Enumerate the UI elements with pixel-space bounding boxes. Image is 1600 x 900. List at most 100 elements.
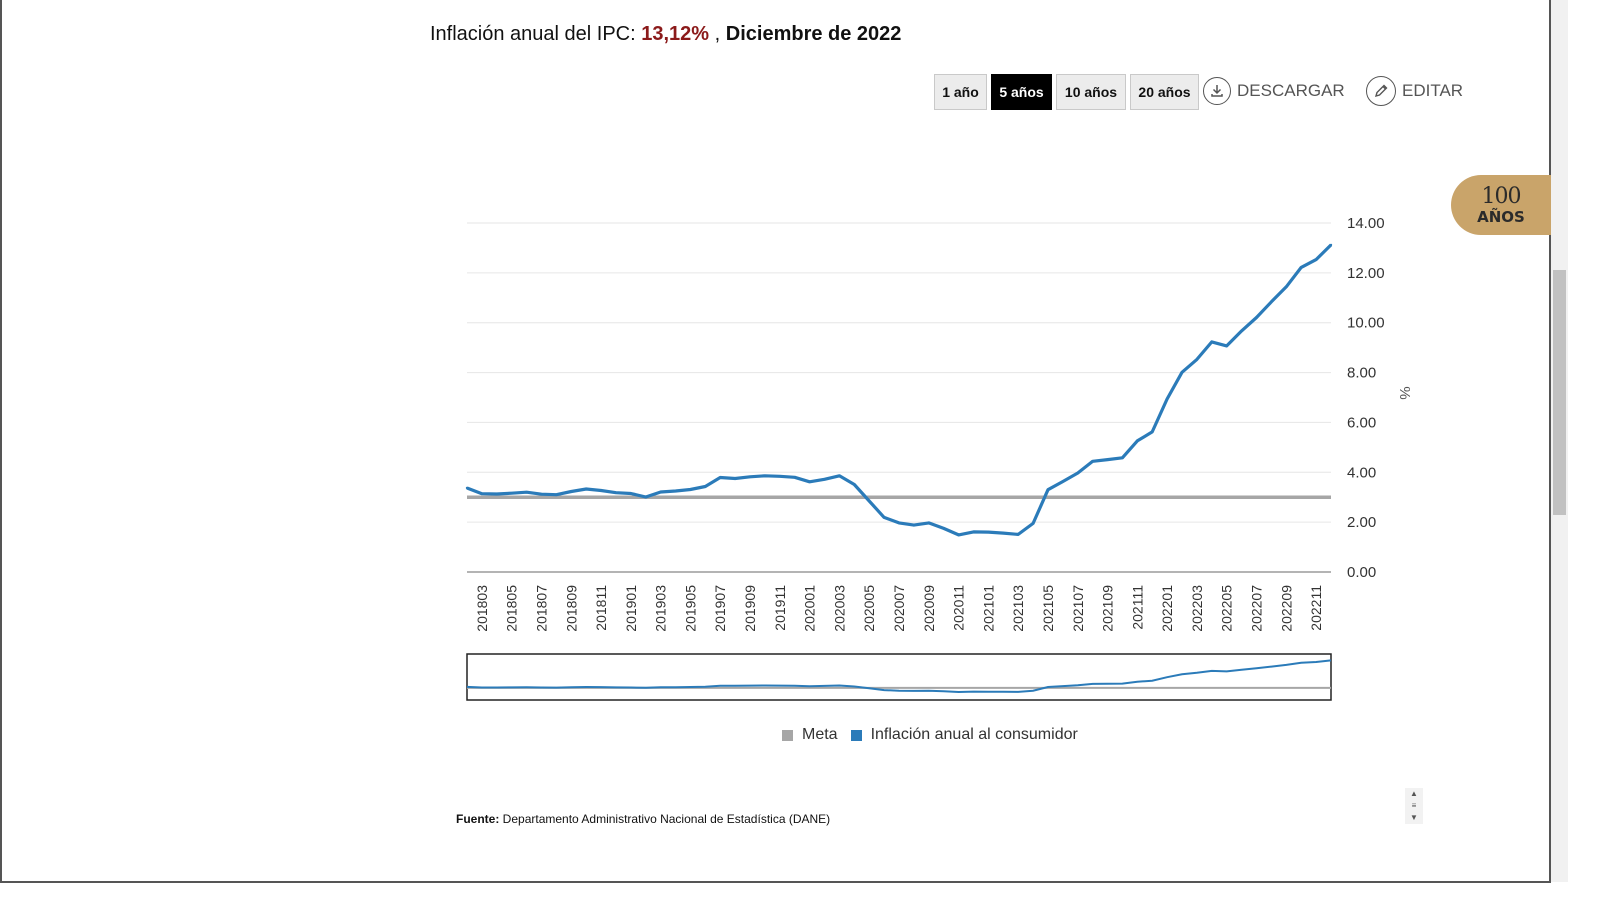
navigator-scroll-control[interactable]: ▲ ≡ ▼ (1405, 788, 1423, 824)
inflation-point (465, 486, 469, 490)
x-tick-label: 201807 (533, 585, 549, 632)
inflation-point (1225, 344, 1228, 348)
x-tick-label: 202111 (1129, 585, 1145, 630)
inflation-point (614, 491, 618, 494)
x-tick-label: 202103 (1010, 585, 1026, 632)
x-tick-label: 202211 (1308, 585, 1324, 631)
inflation-point (838, 474, 841, 477)
x-tick-label: 201803 (474, 585, 490, 632)
inflation-point (1329, 243, 1333, 247)
inflation-point (1240, 329, 1243, 333)
window-right-border (1549, 0, 1551, 882)
y-tick-label: 10.00 (1347, 315, 1385, 332)
inflation-point (1165, 397, 1169, 401)
page-scrollbar[interactable] (1551, 0, 1568, 882)
range-button-1-year[interactable]: 1 año (934, 74, 987, 110)
x-tick-label: 201911 (772, 585, 788, 631)
x-tick-label: 202109 (1100, 585, 1116, 632)
navigator-frame (466, 653, 1332, 701)
x-tick-label: 202009 (921, 585, 937, 632)
source-note: Fuente: Departamento Administrativo Naci… (456, 812, 830, 826)
x-tick-label: 201909 (742, 585, 758, 632)
page-title: Inflación anual del IPC: 13,12% , Diciem… (430, 23, 901, 46)
inflation-point (1270, 300, 1273, 303)
inflation-point (599, 489, 603, 492)
inflation-point (495, 492, 498, 496)
inflation-point (882, 516, 886, 519)
inflation-point (510, 492, 513, 495)
series-line-inflation (466, 243, 1333, 537)
inflation-point (927, 521, 930, 525)
range-button-10-years[interactable]: 10 años (1056, 74, 1126, 110)
inflation-point (719, 476, 722, 479)
inflation-point (540, 493, 543, 496)
inflation-point (1002, 531, 1005, 535)
inflation-point (987, 530, 990, 534)
inflation-point (763, 474, 767, 477)
x-tick-label: 202205 (1219, 585, 1235, 632)
x-tick-label: 202207 (1249, 585, 1265, 632)
download-button[interactable]: DESCARGAR (1203, 75, 1345, 107)
legend-item-inflation[interactable]: Inflación anual al consumidor (850, 726, 1078, 744)
inflation-point (823, 478, 826, 481)
x-tick-label: 202011 (951, 585, 967, 631)
inflation-point (674, 489, 677, 493)
download-icon (1203, 77, 1231, 105)
x-tick-label: 201811 (593, 585, 609, 631)
inflation-point (853, 483, 856, 486)
inflation-point (1314, 258, 1318, 261)
x-tick-label: 202101 (980, 585, 996, 632)
navigator-line-inflation (466, 659, 1332, 694)
legend-swatch-meta (782, 729, 793, 741)
range-button-20-years[interactable]: 20 años (1130, 74, 1199, 110)
x-tick-label: 202005 (861, 585, 877, 632)
inflation-point (733, 477, 737, 480)
range-button-5-years[interactable]: 5 años (991, 74, 1052, 110)
inflation-point (748, 475, 752, 478)
inflation-point (897, 521, 901, 525)
inflation-point (808, 480, 811, 483)
down-arrow-icon[interactable]: ▼ (1410, 813, 1418, 822)
inflation-point (1091, 460, 1094, 463)
window-bottom-border (0, 881, 1551, 883)
inflation-point (1300, 266, 1303, 269)
title-prefix: Inflación anual del IPC: (430, 23, 642, 45)
y-tick-label: 14.00 (1347, 215, 1385, 232)
x-tick-label: 202209 (1278, 585, 1294, 632)
inflation-point (584, 487, 588, 491)
inflation-point (1136, 439, 1139, 443)
inflation-point (793, 476, 796, 479)
x-tick-label: 201805 (504, 585, 520, 632)
edit-button[interactable]: EDITAR (1366, 75, 1463, 107)
inflation-point (1210, 340, 1214, 344)
download-label: DESCARGAR (1237, 81, 1345, 100)
up-arrow-icon[interactable]: ▲ (1410, 789, 1418, 798)
legend-label-meta: Meta (802, 726, 838, 743)
x-tick-label: 201903 (653, 585, 669, 632)
inflation-point (1255, 316, 1258, 319)
inflation-point (1076, 471, 1079, 475)
badge-number: 100 (1481, 183, 1522, 209)
anniversary-badge[interactable]: 100 AÑOS (1451, 175, 1551, 235)
y-tick-label: 4.00 (1347, 464, 1376, 481)
x-tick-label: 201809 (563, 585, 579, 632)
y-tick-label: 8.00 (1347, 365, 1376, 382)
inflation-point (1121, 456, 1124, 460)
legend-item-meta[interactable]: Meta (782, 726, 838, 744)
x-tick-label: 201907 (712, 585, 728, 632)
inflation-point (778, 475, 782, 478)
inflation-point (1195, 358, 1199, 361)
inflation-point (1106, 458, 1109, 461)
inflation-point (957, 533, 960, 537)
inflation-point (689, 488, 692, 491)
title-value: 13,12% (641, 23, 710, 45)
x-tick-label: 201905 (682, 585, 698, 632)
inflation-point (1180, 371, 1184, 374)
badge-word: AÑOS (1477, 207, 1525, 226)
inflation-point (1046, 488, 1050, 491)
inflation-point (570, 490, 573, 493)
inflation-point (704, 485, 707, 488)
inflation-point (644, 495, 647, 499)
scrollbar-thumb[interactable] (1553, 270, 1566, 515)
title-separator: , (709, 23, 726, 45)
